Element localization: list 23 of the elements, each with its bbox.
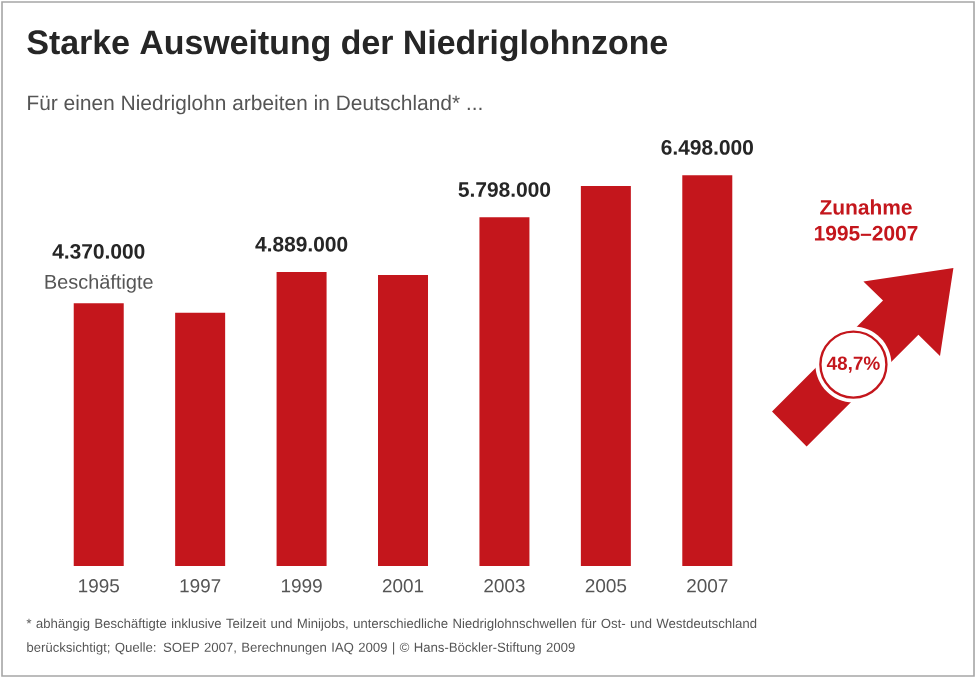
x-tick-label: 2005 xyxy=(585,579,627,593)
bar xyxy=(175,312,226,566)
annotation: Beschäftigte xyxy=(45,274,153,293)
bar xyxy=(73,303,124,566)
bar xyxy=(580,185,631,566)
bar xyxy=(276,272,327,566)
data-label: 5.798.000 xyxy=(458,182,551,197)
chart-title: Starke Ausweitung der Niedriglohnzone xyxy=(27,29,668,62)
x-tick-label: 1995 xyxy=(79,579,119,593)
data-label: 6.498.000 xyxy=(661,140,753,155)
bar xyxy=(479,217,530,566)
x-tick-label: 1997 xyxy=(180,579,221,593)
x-tick-label: 2003 xyxy=(484,579,525,593)
x-tick-label: 1999 xyxy=(281,579,322,593)
text: Zunahme 1995–2007 xyxy=(814,199,918,241)
bar xyxy=(378,274,429,566)
data-label: 4.370.000 xyxy=(52,243,145,259)
x-tick-label: 2007 xyxy=(687,579,728,593)
text: 48,7% xyxy=(826,356,880,373)
data-label: 4.889.000 xyxy=(255,236,348,252)
chart-subtitle: Für einen Niedriglohn arbeiten in Deutschland* ... xyxy=(28,94,482,115)
bar xyxy=(682,175,733,566)
x-tick-label: 2001 xyxy=(382,579,424,593)
